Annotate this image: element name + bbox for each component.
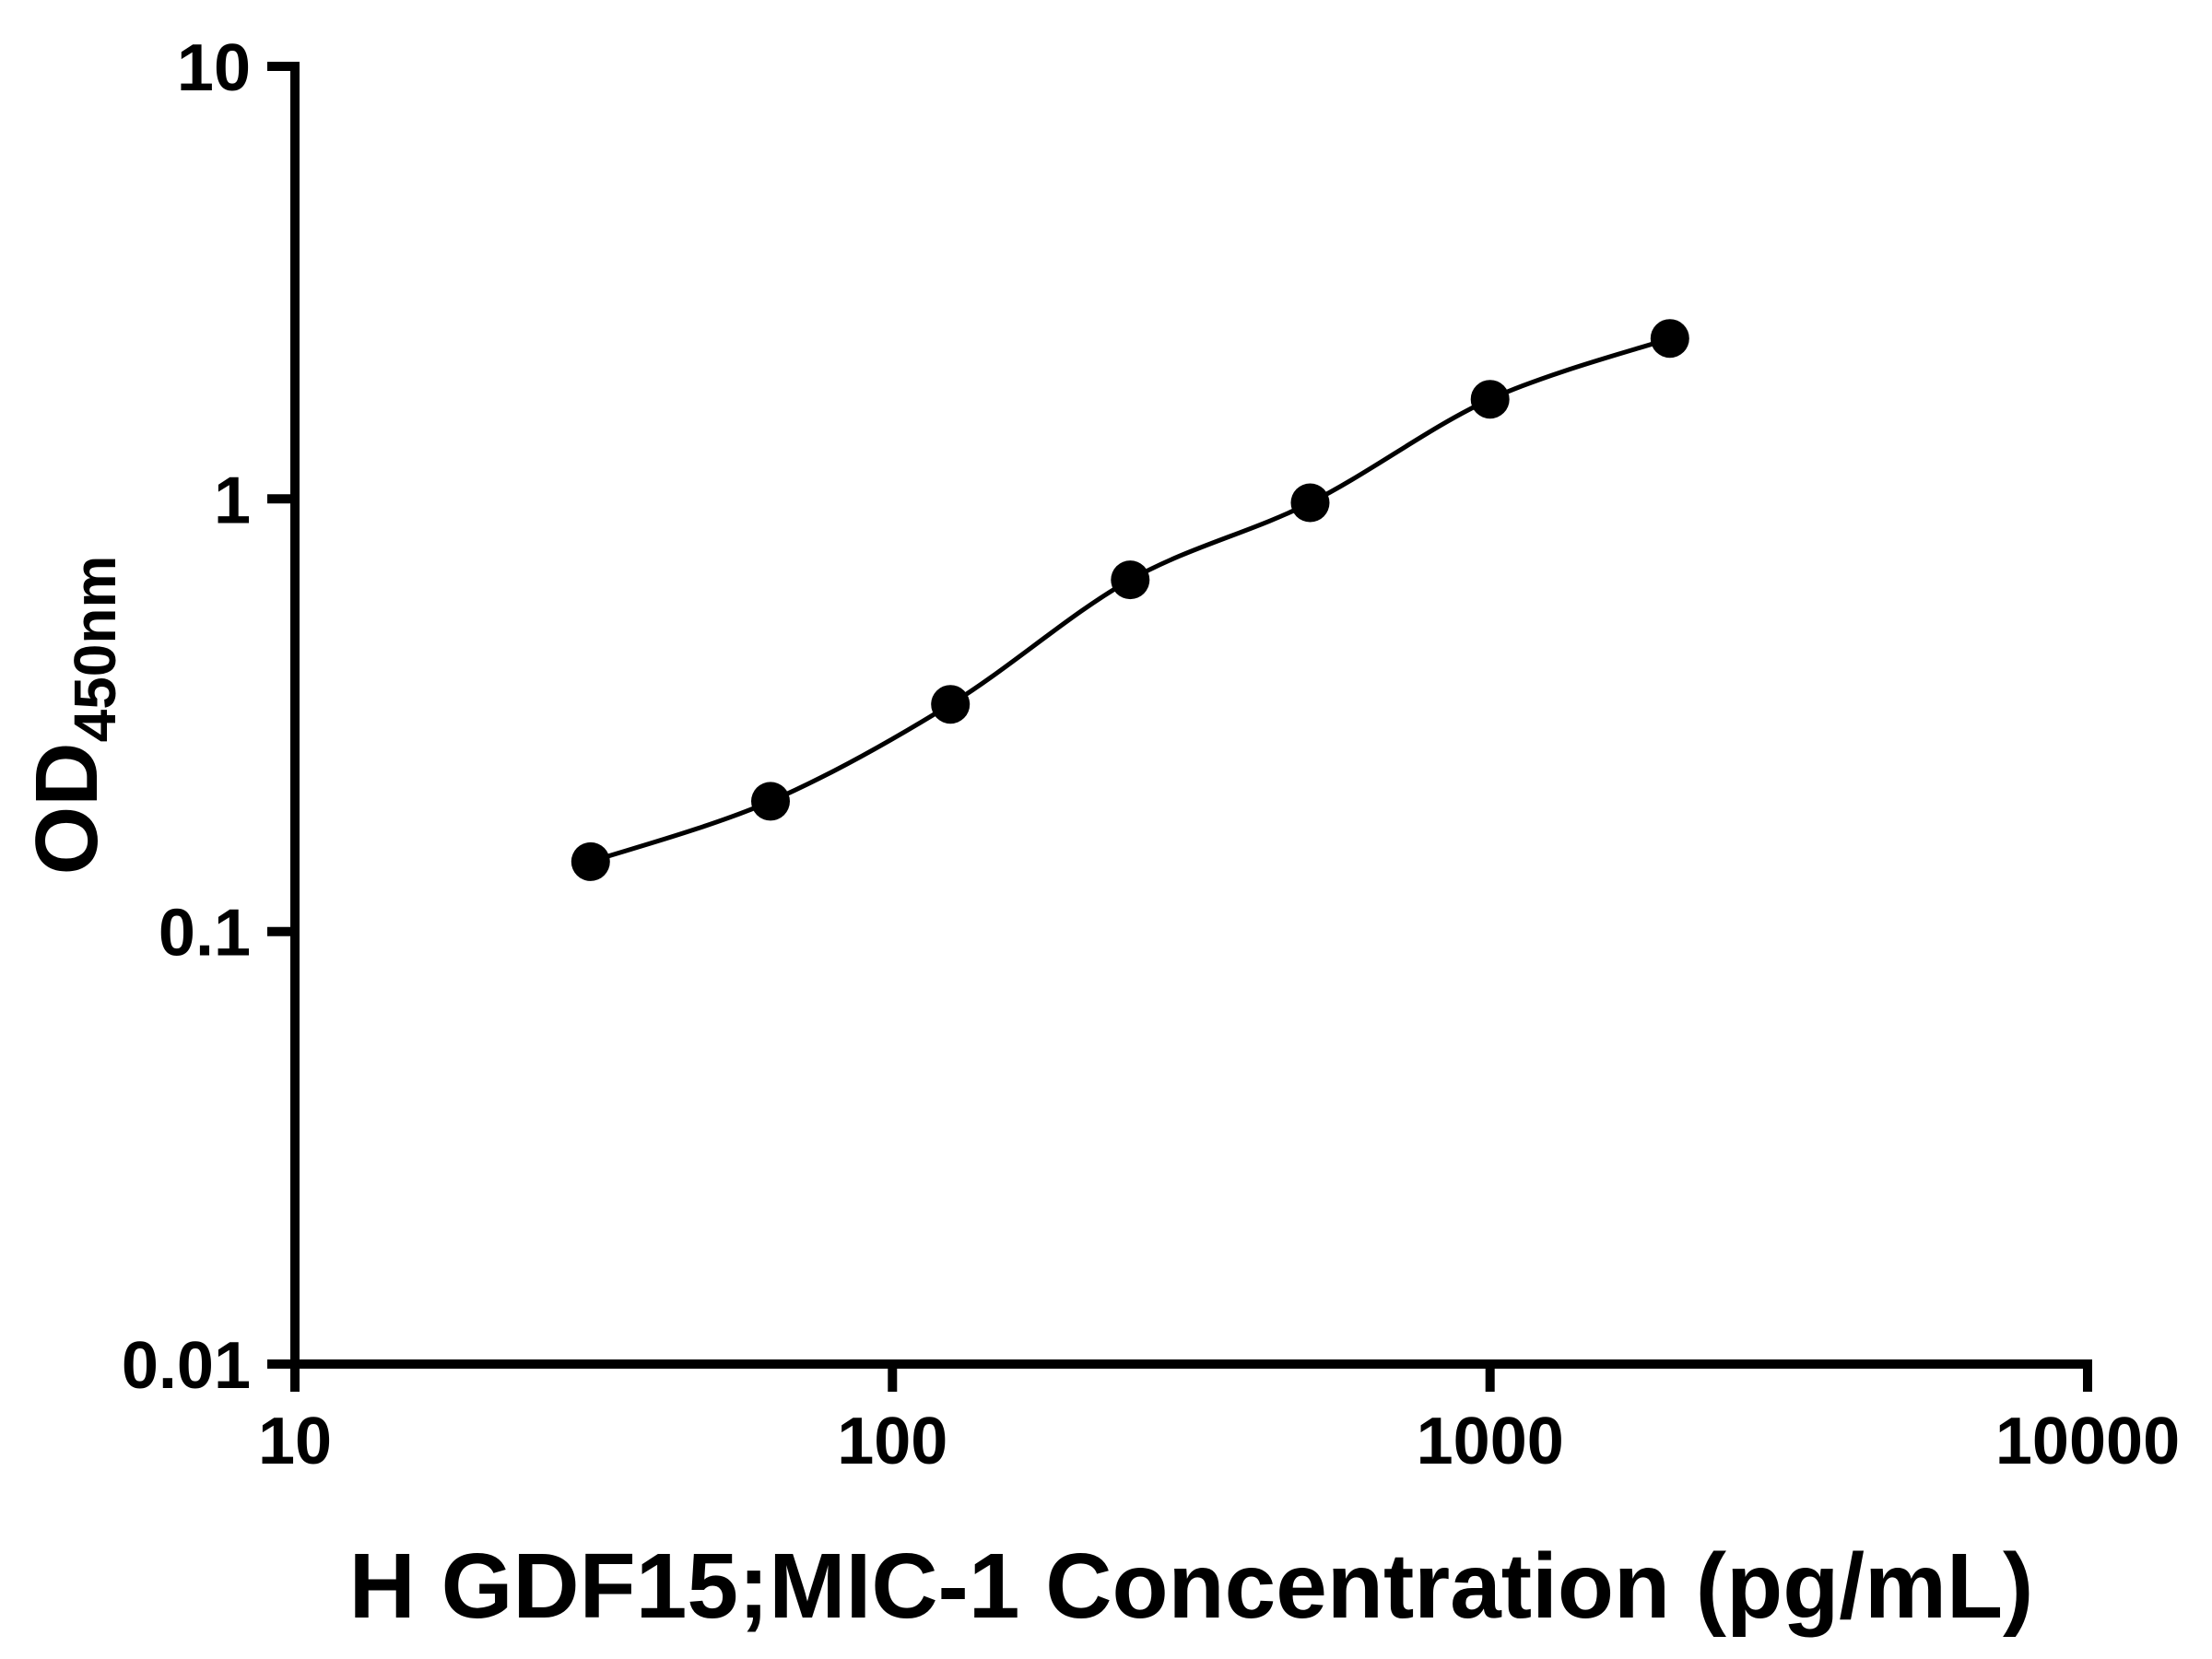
y-tick-label: 10	[177, 31, 251, 105]
data-point	[751, 782, 790, 821]
y-axis-title: OD450nm	[18, 556, 128, 876]
data-point	[931, 685, 971, 724]
data-point	[1111, 560, 1150, 600]
y-tick-label: 0.1	[159, 897, 251, 971]
y-tick-label: 0.01	[122, 1329, 251, 1403]
y-axis-title-base: OD	[18, 742, 116, 875]
data-point	[1650, 319, 1689, 359]
x-tick-label: 1000	[1417, 1405, 1564, 1478]
data-point	[1470, 380, 1510, 419]
x-axis-title: H GDF15;MIC-1 Concentration (pg/mL)	[349, 1535, 2034, 1638]
data-point	[1290, 483, 1330, 523]
x-tick-label: 10000	[1995, 1405, 2180, 1478]
curve-line	[590, 335, 1671, 865]
y-tick-label: 1	[214, 464, 251, 537]
y-axis-title-subscript: 450nm	[62, 556, 128, 743]
x-tick-label: 100	[837, 1405, 947, 1478]
data-point	[571, 841, 610, 881]
x-tick-label: 10	[258, 1405, 332, 1478]
